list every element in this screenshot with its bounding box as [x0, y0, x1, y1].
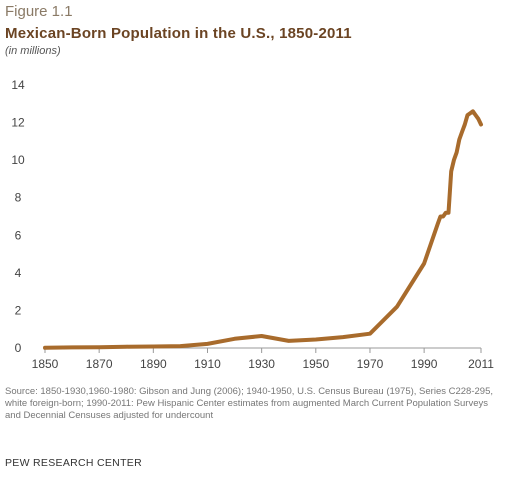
- y-tick-label-8: 8: [15, 191, 22, 205]
- x-tick-label-1850: 1850: [32, 357, 59, 371]
- y-tick-label-4: 4: [15, 266, 22, 280]
- x-tick-label-1990: 1990: [411, 357, 438, 371]
- y-tick-label-14: 14: [11, 78, 25, 92]
- y-tick-label-12: 12: [11, 116, 25, 130]
- x-tick-label-1910: 1910: [194, 357, 221, 371]
- x-tick-label-2011: 2011: [468, 357, 494, 371]
- y-tick-label-6: 6: [15, 228, 22, 242]
- figure-label: Figure 1.1: [5, 3, 73, 20]
- brand-label: PEW RESEARCH CENTER: [5, 457, 142, 469]
- x-tick-label-1890: 1890: [140, 357, 167, 371]
- chart-subtitle: (in millions): [5, 45, 61, 57]
- y-tick-label-2: 2: [15, 303, 22, 317]
- x-tick-label-1950: 1950: [302, 357, 329, 371]
- series-line: [43, 109, 483, 350]
- line-chart: 0 2 4 6 8 10 12 14 1850 1870 1890 1910 1930 1950 1970…: [11, 78, 494, 371]
- x-tick-label-1970: 1970: [357, 357, 384, 371]
- x-axis-ticks: 1850 1870 1890 1910 1930 1950 1970 1990 2011: [32, 348, 494, 371]
- y-tick-label-10: 10: [11, 153, 25, 167]
- x-tick-label-1870: 1870: [86, 357, 113, 371]
- x-tick-label-1930: 1930: [248, 357, 275, 371]
- chart-title: Mexican-Born Population in the U.S., 185…: [5, 25, 352, 42]
- source-note: Source: 1850-1930,1960-1980: Gibson and …: [5, 386, 493, 421]
- y-axis-ticks: 0 2 4 6 8 10 12 14: [11, 78, 25, 355]
- y-tick-label-0: 0: [15, 341, 22, 355]
